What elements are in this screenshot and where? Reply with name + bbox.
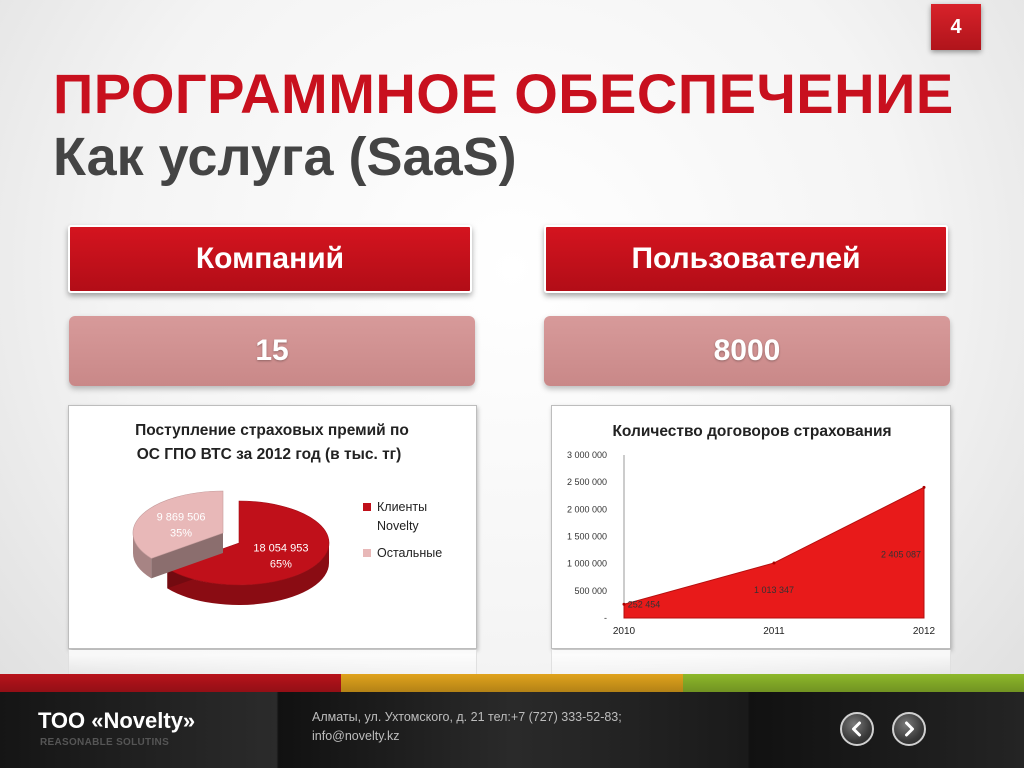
pie-legend: Клиенты Novelty Остальные <box>363 500 442 560</box>
prev-slide-button[interactable] <box>840 712 874 746</box>
pie-slice-top <box>166 500 330 586</box>
pie-chart-reflection <box>68 650 477 676</box>
pie-percent-label: 65% <box>270 558 292 570</box>
companies-value: 15 <box>69 316 475 386</box>
premiums-pie-chart: Поступление страховых премий по ОС ГПО В… <box>68 405 477 649</box>
chevron-right-icon <box>905 721 914 737</box>
x-tick-label: 2011 <box>763 626 785 637</box>
y-tick-label: - <box>604 613 607 623</box>
pie-slice-edge <box>151 533 223 579</box>
y-tick-label: 500 000 <box>574 586 607 596</box>
footer-address: Алматы, ул. Ухтомского, д. 21 тел:+7 (72… <box>312 710 622 724</box>
area-data-point <box>772 561 776 565</box>
footer: ТОО «Novelty» REASONABLE SOLUTINS Алматы… <box>0 692 1024 768</box>
pie-value-label: 18 054 953 <box>253 542 308 554</box>
slide-title: ПРОГРАММНОЕ ОБЕСПЕЧЕНИЕ <box>53 62 954 125</box>
footer-email: info@novelty.kz <box>312 729 400 743</box>
area-series <box>623 486 925 619</box>
footer-tagline: REASONABLE SOLUTINS <box>40 737 170 748</box>
legend-label-novelty-line-2: Novelty <box>377 519 419 533</box>
y-tick-label: 2 500 000 <box>567 477 607 487</box>
footer-stripe-orange <box>341 674 683 692</box>
page-number-badge: 4 <box>931 4 981 50</box>
y-tick-label: 3 000 000 <box>567 450 607 460</box>
legend-swatch-others <box>363 549 371 557</box>
pie-slice-side <box>133 533 152 579</box>
y-tick-label: 1 000 000 <box>567 559 607 569</box>
area-chart-title: Количество договоров страхования <box>612 423 891 440</box>
contracts-area-chart: Количество договоров страхования 3 000 0… <box>551 405 951 649</box>
pie-chart-title-line-1: Поступление страховых премий по <box>135 422 409 439</box>
pie-slice-others: 9 869 506 35% <box>132 490 224 579</box>
area-data-point <box>922 485 926 489</box>
area-value-label: 2 405 087 <box>881 549 921 559</box>
users-value: 8000 <box>544 316 950 386</box>
footer-contacts: Алматы, ул. Ухтомского, д. 21 тел:+7 (72… <box>312 708 672 746</box>
area-plot: 3 000 000 2 500 000 2 000 000 1 500 000 1 00… <box>567 450 936 637</box>
pie-slices: 18 054 953 65% 9 869 506 35% <box>132 490 330 605</box>
users-header: Пользователей <box>544 225 948 293</box>
area-value-label: 252 454 <box>628 599 661 609</box>
pie-value-label: 9 869 506 <box>157 512 206 524</box>
next-slide-button[interactable] <box>892 712 926 746</box>
footer-stripe-red <box>0 674 341 692</box>
legend-label-others: Остальные <box>377 546 442 560</box>
pie-slice-top <box>132 490 224 559</box>
pie-chart-title-line-2: ОС ГПО ВТС за 2012 год (в тыс. тг) <box>137 446 402 463</box>
area-data-point <box>622 602 626 606</box>
chevron-left-icon <box>852 721 861 737</box>
pie-slice-side <box>167 543 330 605</box>
legend-label-novelty-line-1: Клиенты <box>377 500 427 514</box>
y-tick-label: 2 000 000 <box>567 504 607 514</box>
legend-swatch-novelty <box>363 503 371 511</box>
area-value-label: 1 013 347 <box>754 585 794 595</box>
companies-header: Компаний <box>68 225 472 293</box>
footer-company-name: ТОО «Novelty» <box>38 708 196 733</box>
x-tick-label: 2010 <box>613 626 636 637</box>
x-tick-label: 2012 <box>913 626 936 637</box>
pie-slice-novelty: 18 054 953 65% <box>166 500 330 605</box>
y-tick-label: 1 500 000 <box>567 532 607 542</box>
area-chart-reflection <box>551 650 951 676</box>
slide-subtitle: Как услуга (SaaS) <box>53 127 517 187</box>
pie-percent-label: 35% <box>170 528 192 540</box>
footer-stripe-green <box>683 674 1024 692</box>
